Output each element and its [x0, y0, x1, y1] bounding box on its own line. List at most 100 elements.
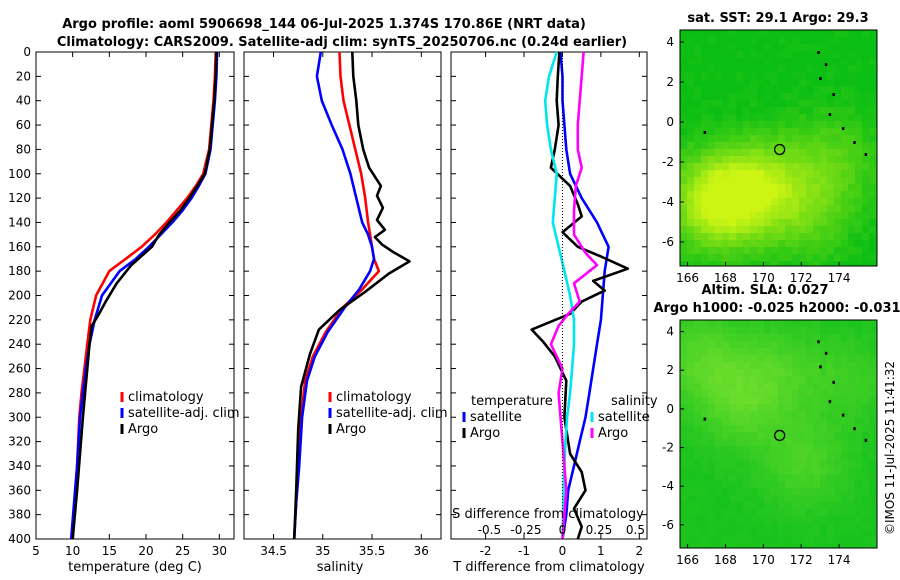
sla_map-cell [764, 320, 771, 327]
sla_map-cell [722, 523, 729, 530]
sla_map-cell [743, 544, 750, 548]
sst_map-cell [743, 121, 750, 128]
sla_map-cell [701, 369, 708, 376]
sla_map-cell [792, 341, 799, 348]
sst_map-cell [869, 254, 876, 261]
sst_map-cell [701, 72, 708, 79]
sst_map-cell [869, 198, 876, 205]
sla_map-cell [862, 327, 869, 334]
sla_map-cell [771, 495, 778, 502]
sla_map-cell [771, 523, 778, 530]
sst_map-cell [701, 135, 708, 142]
sla_map-ytick-label: 0 [666, 402, 674, 416]
sla_map-cell [862, 334, 869, 341]
sst_map-cell [722, 191, 729, 198]
sla_map-cell [778, 446, 785, 453]
sst_map-cell [785, 72, 792, 79]
sst_map-cell [799, 170, 806, 177]
sst_map-cell [771, 233, 778, 240]
sst_map-cell [869, 219, 876, 226]
sla_map-cell [722, 418, 729, 425]
sla_map-cell [680, 495, 687, 502]
sla_map-cell [736, 397, 743, 404]
sst_map-cell [750, 233, 757, 240]
sst_map-cell [757, 114, 764, 121]
sla_map-cell [715, 488, 722, 495]
sst_map-cell [708, 212, 715, 219]
sla_map-cell [743, 411, 750, 418]
sla_map-cell [701, 516, 708, 523]
sla_map-cell [701, 341, 708, 348]
sst_map-cell [764, 212, 771, 219]
sst_map-cell [785, 149, 792, 156]
sla_map-cell [715, 383, 722, 390]
sla_map-cell [736, 362, 743, 369]
sst_map-cell [792, 184, 799, 191]
sst_map-cell [785, 226, 792, 233]
sla_map-cell [869, 397, 876, 404]
sst_map-cell [736, 205, 743, 212]
sla_map-cell [841, 509, 848, 516]
sla_map-cell [771, 411, 778, 418]
sla_map-cell [722, 383, 729, 390]
sst_map-cell [715, 79, 722, 86]
sla_map-cell [813, 334, 820, 341]
sla_map-cell [792, 404, 799, 411]
sla_map-cell [827, 474, 834, 481]
sst_map-cell [820, 226, 827, 233]
sst_map-cell [771, 86, 778, 93]
sst_map-ytick-label: 0 [666, 115, 674, 129]
sst_map-cell [771, 44, 778, 51]
sla_map-cell [841, 320, 848, 327]
sst_map-cell [701, 261, 708, 266]
sla_map-cell [848, 425, 855, 432]
sst_map-cell [694, 30, 701, 37]
sst_map-cell [680, 163, 687, 170]
sst_map-cell [750, 149, 757, 156]
sst_map-cell [708, 51, 715, 58]
sla_map-cell [708, 404, 715, 411]
sla_map-cell [778, 355, 785, 362]
sla_map-cell [715, 376, 722, 383]
sst_map-cell [827, 198, 834, 205]
sla_map-cell [687, 327, 694, 334]
sla_map-cell [694, 369, 701, 376]
sla_map-cell [792, 516, 799, 523]
sst_map-cell [694, 191, 701, 198]
sst_map-cell [743, 58, 750, 65]
sla_map-cell [764, 495, 771, 502]
sla_map-cell [855, 411, 862, 418]
sst_map-cell [869, 261, 876, 266]
sla_map-cell [841, 425, 848, 432]
sst_map-cell [722, 156, 729, 163]
temperature-xtick-label: 5 [32, 544, 40, 558]
sst_map-cell [764, 205, 771, 212]
sla_map-cell [862, 481, 869, 488]
sla_map-cell [827, 348, 834, 355]
sst_map-cell [750, 142, 757, 149]
sst_map-cell [778, 86, 785, 93]
sla_map-cell [708, 320, 715, 327]
sst_map-cell [827, 142, 834, 149]
sla_map-cell [757, 453, 764, 460]
sst_map-cell [687, 107, 694, 114]
sst_map-cell [764, 191, 771, 198]
sla_map-cell [855, 355, 862, 362]
sla_map-cell [736, 523, 743, 530]
sla_map-cell [729, 327, 736, 334]
sla_map-cell [680, 481, 687, 488]
sst_map-cell [757, 121, 764, 128]
sla_map-cell [820, 432, 827, 439]
sst_map-cell [841, 44, 848, 51]
sla_map-cell [827, 509, 834, 516]
sst_map-cell [806, 37, 813, 44]
sst_map-cell [701, 205, 708, 212]
sla_map-cell [869, 425, 876, 432]
sst_map-cell [827, 247, 834, 254]
sla_map-cell [834, 467, 841, 474]
sst_map-cell [729, 37, 736, 44]
sla_map-cell [841, 502, 848, 509]
sla_map-cell [771, 369, 778, 376]
sst_map-cell [792, 37, 799, 44]
sla_map-cell [785, 397, 792, 404]
